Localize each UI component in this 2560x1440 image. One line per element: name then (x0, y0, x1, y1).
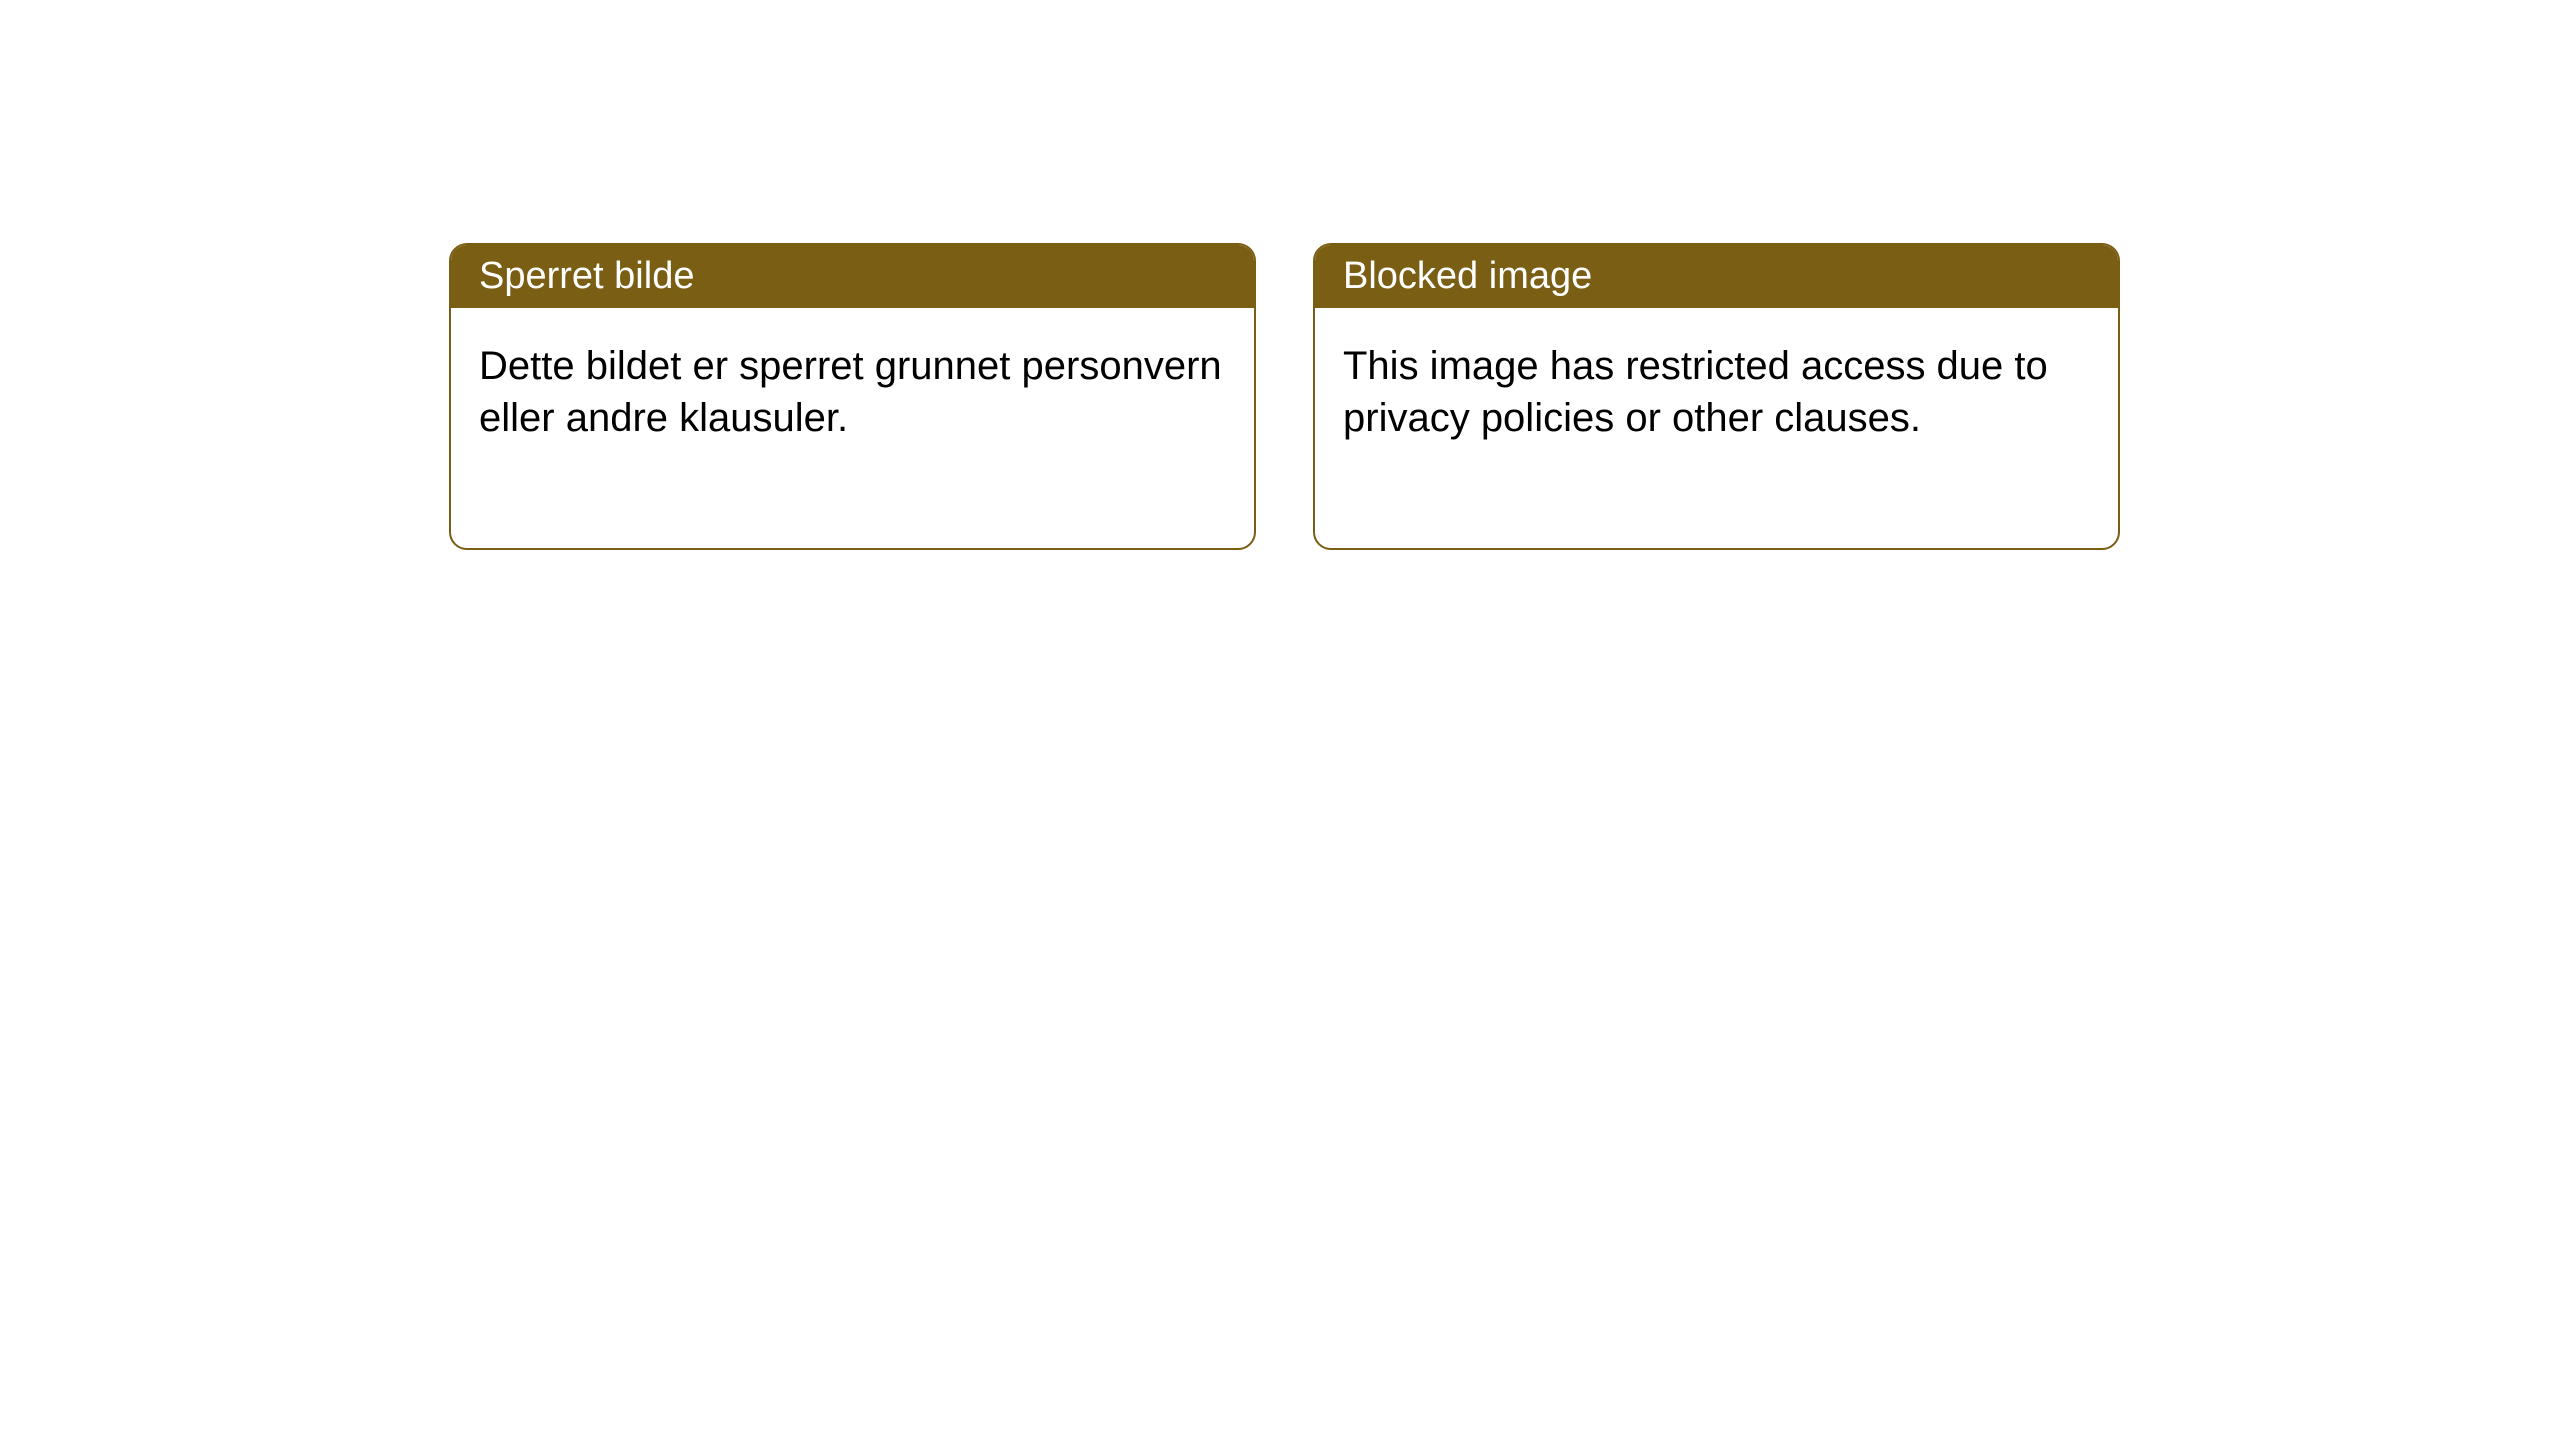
notice-text-norwegian: Dette bildet er sperret grunnet personve… (479, 344, 1222, 440)
notice-body-norwegian: Dette bildet er sperret grunnet personve… (451, 308, 1254, 548)
notice-header-english: Blocked image (1315, 245, 2118, 308)
notice-body-english: This image has restricted access due to … (1315, 308, 2118, 548)
notice-text-english: This image has restricted access due to … (1343, 344, 2048, 440)
notice-title-norwegian: Sperret bilde (479, 255, 694, 297)
notice-header-norwegian: Sperret bilde (451, 245, 1254, 308)
notice-card-english: Blocked image This image has restricted … (1313, 243, 2120, 550)
notice-card-norwegian: Sperret bilde Dette bildet er sperret gr… (449, 243, 1256, 550)
notice-container: Sperret bilde Dette bildet er sperret gr… (449, 243, 2120, 550)
notice-title-english: Blocked image (1343, 255, 1592, 297)
